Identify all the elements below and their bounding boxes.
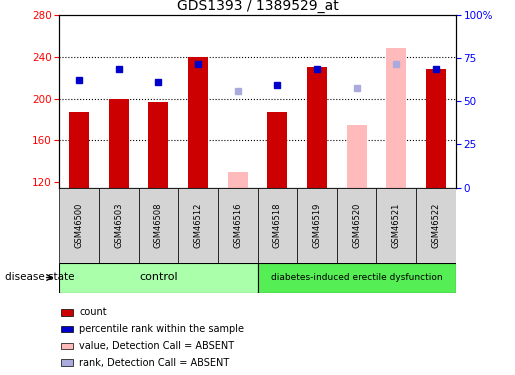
Text: count: count [79, 307, 107, 317]
Bar [307, 67, 327, 188]
Bar [148, 102, 168, 188]
Bar [218, 188, 258, 262]
Bar [61, 343, 73, 350]
Bar [228, 172, 248, 188]
Text: diabetes-induced erectile dysfunction: diabetes-induced erectile dysfunction [271, 273, 442, 282]
Bar [426, 69, 446, 188]
Bar [59, 262, 258, 292]
Text: percentile rank within the sample: percentile rank within the sample [79, 324, 244, 334]
Text: GSM46521: GSM46521 [392, 202, 401, 248]
Bar [347, 125, 367, 188]
Text: GSM46522: GSM46522 [432, 202, 440, 248]
Text: GSM46516: GSM46516 [233, 202, 242, 248]
Bar [59, 188, 99, 262]
Bar [416, 188, 456, 262]
Text: disease state: disease state [5, 273, 75, 282]
Bar [386, 48, 406, 188]
Bar [258, 188, 297, 262]
Bar [139, 188, 178, 262]
Text: GSM46503: GSM46503 [114, 202, 123, 248]
Text: rank, Detection Call = ABSENT: rank, Detection Call = ABSENT [79, 358, 229, 368]
Bar [337, 188, 376, 262]
Text: GSM46518: GSM46518 [273, 202, 282, 248]
Bar [376, 188, 416, 262]
Bar [267, 112, 287, 188]
Text: GSM46520: GSM46520 [352, 202, 361, 248]
Text: GSM46519: GSM46519 [313, 202, 321, 248]
Bar [61, 326, 73, 333]
Bar [188, 57, 208, 188]
Bar [61, 359, 73, 366]
Text: value, Detection Call = ABSENT: value, Detection Call = ABSENT [79, 341, 234, 351]
Text: control: control [139, 273, 178, 282]
Title: GDS1393 / 1389529_at: GDS1393 / 1389529_at [177, 0, 338, 13]
Text: GSM46500: GSM46500 [75, 202, 83, 248]
Bar [109, 99, 129, 188]
Text: GSM46512: GSM46512 [194, 202, 202, 248]
Bar [69, 112, 89, 188]
Bar [297, 188, 337, 262]
Bar [258, 262, 456, 292]
Bar [61, 309, 73, 316]
Bar [178, 188, 218, 262]
Bar [99, 188, 139, 262]
Text: GSM46508: GSM46508 [154, 202, 163, 248]
